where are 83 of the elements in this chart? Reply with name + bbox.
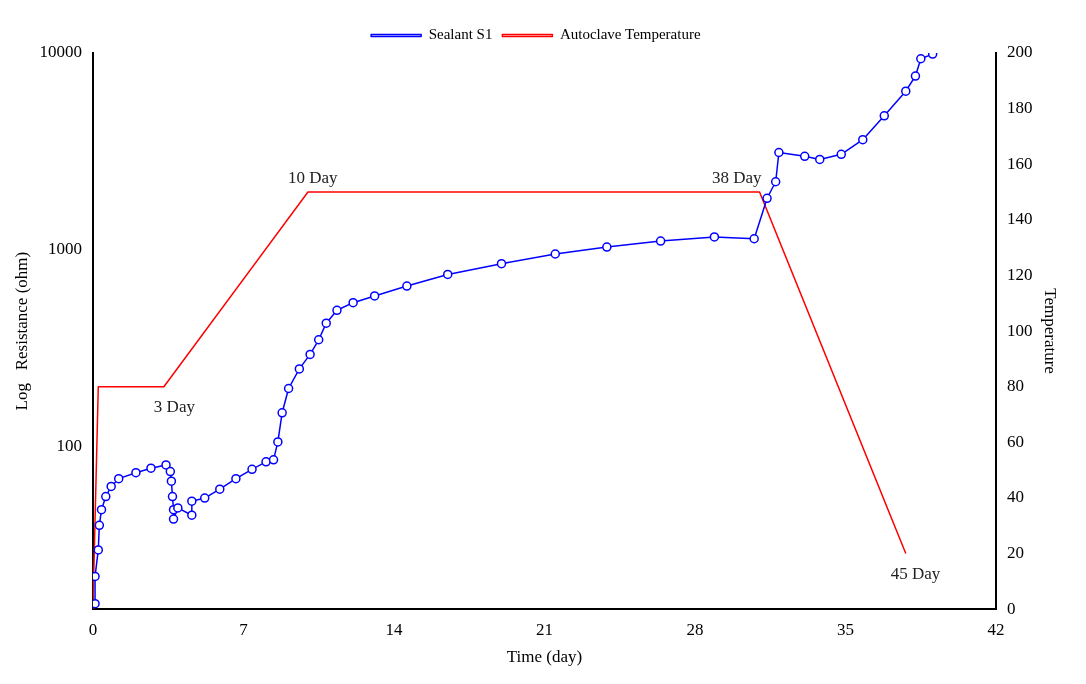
- point: [168, 514, 179, 524]
- point: [199, 493, 210, 503]
- point: [94, 520, 105, 531]
- point: [96, 504, 107, 515]
- point: [231, 473, 241, 484]
- point: [550, 249, 560, 259]
- point: [166, 476, 177, 486]
- y2-tick-label: 20: [1007, 543, 1025, 563]
- y-tick-label: 10000: [39, 42, 82, 62]
- point: [313, 335, 324, 345]
- point: [348, 297, 358, 308]
- point: [402, 281, 412, 291]
- point: [442, 269, 453, 280]
- point: [131, 467, 141, 478]
- y-tick-label: 1000: [47, 239, 82, 259]
- point: [496, 258, 507, 269]
- point: [762, 193, 772, 204]
- point: [261, 457, 271, 467]
- point: [770, 176, 781, 187]
- point: [916, 54, 926, 64]
- point: [655, 236, 666, 246]
- y2-tick-label: 100: [1007, 320, 1033, 340]
- point: [283, 383, 294, 394]
- point: [321, 318, 331, 328]
- point: [268, 455, 279, 465]
- x-tick-label: 14: [385, 619, 403, 639]
- point: [858, 134, 868, 145]
- point: [815, 154, 825, 165]
- point: [305, 349, 315, 360]
- annotation: 45 Day: [890, 564, 941, 584]
- point: [910, 71, 921, 81]
- point: [277, 408, 287, 418]
- point: [101, 491, 111, 502]
- y2-tick-label: 40: [1007, 487, 1025, 507]
- x-tick-label: 35: [837, 619, 855, 639]
- point: [161, 460, 171, 470]
- point: [799, 151, 810, 162]
- point: [901, 86, 911, 96]
- point: [92, 598, 100, 609]
- point: [749, 234, 759, 244]
- point: [113, 473, 124, 484]
- point: [93, 545, 104, 555]
- point: [774, 147, 784, 158]
- y2-tick-label: 180: [1007, 98, 1033, 118]
- y2-tick-label: 200: [1007, 42, 1033, 62]
- annotation: 3 Day: [153, 396, 196, 416]
- point: [879, 111, 890, 121]
- point: [215, 484, 225, 494]
- point: [165, 466, 176, 477]
- x-tick-label: 7: [239, 619, 249, 639]
- y2-tick-label: 160: [1007, 153, 1033, 173]
- annotation: 10 Day: [287, 168, 339, 188]
- x-tick-label: 21: [536, 619, 553, 639]
- annotation: 38 Day: [711, 168, 763, 188]
- y2-axis-title: Temperature: [1041, 288, 1061, 374]
- x-tick-label: 28: [686, 619, 704, 639]
- x-tick-label: 42: [987, 619, 1005, 639]
- point: [709, 232, 720, 242]
- point: [602, 242, 612, 252]
- y2-tick-label: 140: [1007, 209, 1033, 229]
- y2-tick-label: 80: [1007, 376, 1025, 396]
- point: [332, 305, 342, 316]
- y-tick-label: 100: [56, 436, 82, 456]
- point: [273, 437, 283, 447]
- point: [187, 496, 197, 506]
- point: [369, 291, 380, 301]
- point: [146, 463, 156, 473]
- x-axis-title: Time (day): [506, 647, 583, 667]
- legend-label: Sealant S1: [428, 26, 493, 43]
- x-tick-label: 0: [88, 619, 98, 639]
- point: [294, 364, 305, 374]
- legend-label: Autoclave Temperature: [559, 26, 701, 43]
- y2-tick-label: 120: [1007, 264, 1033, 284]
- point: [167, 491, 178, 502]
- y-axis-title: Log Resistance (ohm): [11, 251, 31, 411]
- y2-tick-label: 0: [1007, 598, 1016, 618]
- point: [173, 503, 183, 513]
- point: [836, 149, 847, 160]
- point: [92, 571, 100, 582]
- y2-tick-label: 60: [1007, 431, 1025, 451]
- point: [247, 464, 257, 475]
- point: [187, 510, 197, 520]
- point: [106, 481, 116, 492]
